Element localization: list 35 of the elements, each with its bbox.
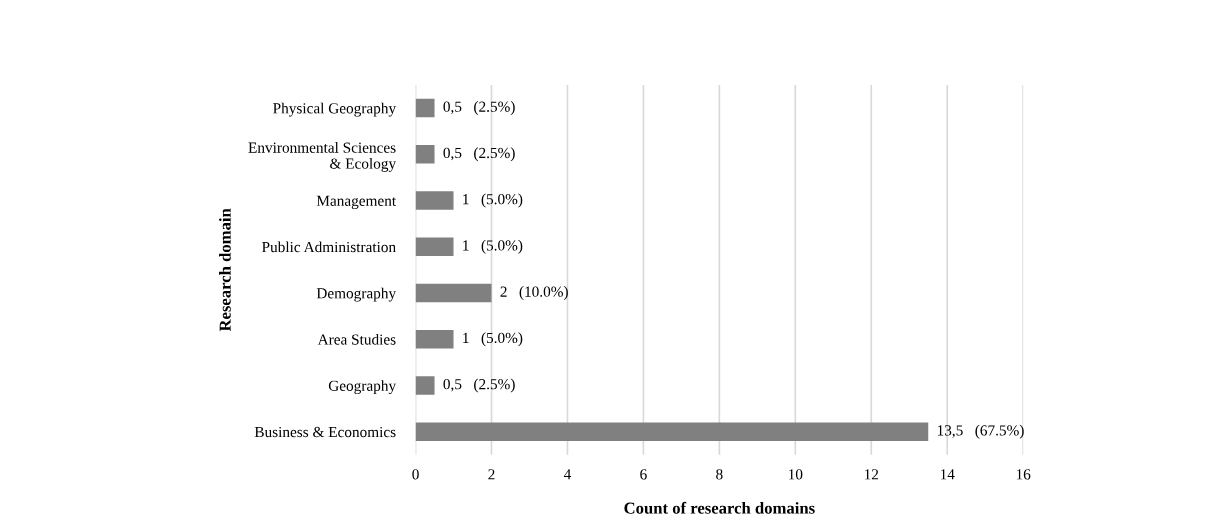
y-tick-label: Management <box>316 195 397 210</box>
y-tick-label: Physical Geography <box>273 102 397 117</box>
y-axis-title: Research domain <box>219 208 231 332</box>
y-tick-label: Public Administration <box>262 241 396 253</box>
x-tick-label: 16 <box>1016 469 1031 480</box>
bar <box>415 283 492 303</box>
x-tick-label: 6 <box>640 469 647 480</box>
bar <box>415 145 435 164</box>
data-label: 13,5 (67.5%) <box>937 424 1024 439</box>
data-label: 0,5 (2.5%) <box>443 101 515 115</box>
x-tick-label: 12 <box>864 469 879 480</box>
x-axis-title: Count of research domains <box>624 501 815 514</box>
y-tick-label: Demography <box>316 287 397 302</box>
y-tick-label: Business & Economics <box>254 426 396 438</box>
x-tick-label: 10 <box>789 469 803 480</box>
x-tick-label: 14 <box>940 469 955 480</box>
x-tick-label: 8 <box>716 469 723 480</box>
bar <box>415 376 435 395</box>
y-tick-label: Environmental Sciences & Ecology <box>248 142 397 172</box>
x-tick-label: 4 <box>563 469 572 480</box>
data-label: 0,5 (2.5%) <box>443 378 515 393</box>
bar <box>415 422 929 441</box>
data-label: 2 (10.0%) <box>500 286 568 300</box>
x-tick-label: 2 <box>488 469 495 480</box>
bar <box>415 191 454 210</box>
data-label: 1 (5.0%) <box>463 332 523 347</box>
bar <box>415 329 454 349</box>
bar <box>415 237 454 256</box>
data-label: 1 (5.0%) <box>463 193 523 208</box>
data-label: 1 (5.0%) <box>463 239 523 254</box>
y-tick-label: Geography <box>328 380 397 395</box>
x-tick-label: 0 <box>412 469 419 480</box>
y-tick-label: Area Studies <box>317 333 396 345</box>
bar <box>415 98 435 118</box>
data-label: 0,5 (2.5%) <box>443 147 515 162</box>
